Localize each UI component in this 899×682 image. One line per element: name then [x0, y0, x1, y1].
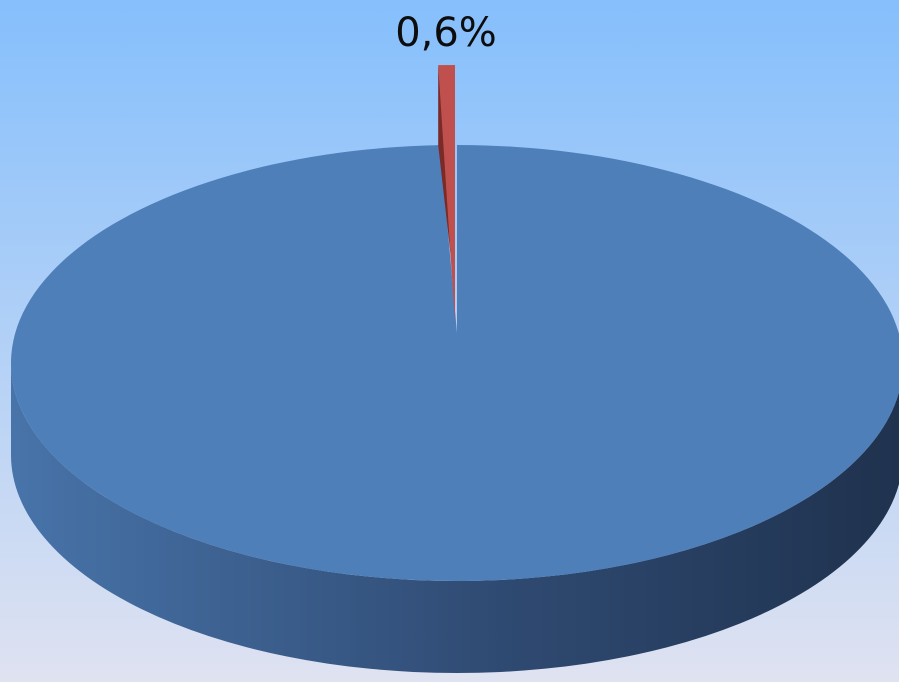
slice-data-label: 0,6% — [395, 10, 497, 56]
pie-slice-main-side — [11, 363, 899, 673]
pie-slice-main — [11, 145, 899, 581]
pie-slice-small — [438, 65, 455, 323]
